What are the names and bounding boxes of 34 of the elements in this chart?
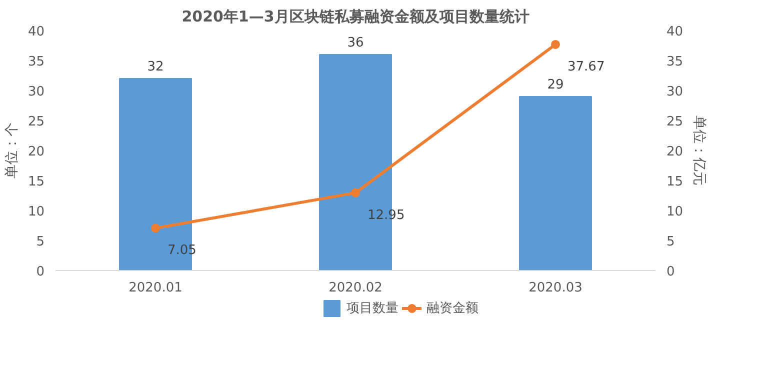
data-label: 36 <box>347 36 364 50</box>
y2-tick-label: 10 <box>666 204 684 220</box>
y2-tick-label: 20 <box>666 144 684 160</box>
chart-title: 2020年1—3月区块链私募融资金额及项目数量统计 <box>182 8 530 26</box>
y-tick-label: 10 <box>28 204 45 220</box>
y2-tick-label: 35 <box>666 54 684 70</box>
y2-tick-label: 15 <box>666 174 684 190</box>
bar <box>519 96 592 270</box>
x-tick-label: 2020.03 <box>528 280 582 296</box>
point <box>151 224 160 233</box>
y2-tick-label: 5 <box>666 234 675 250</box>
point <box>551 40 560 49</box>
y-tick-label: 5 <box>36 234 45 250</box>
y2-tick-label: 40 <box>666 24 684 40</box>
legend-label: 融资金额 <box>426 300 478 317</box>
y-tick-label: 20 <box>28 144 45 160</box>
y2-tick-label: 0 <box>666 264 675 280</box>
y2-tick-label: 30 <box>666 84 684 100</box>
y2-tick-label: 25 <box>666 114 684 130</box>
y-tick-label: 25 <box>28 114 45 130</box>
y-tick-label: 40 <box>28 24 45 40</box>
y-tick-label: 15 <box>28 174 45 190</box>
legend-label: 项目数量 <box>346 300 398 317</box>
data-label: 29 <box>547 78 564 92</box>
y-tick-label: 35 <box>28 54 45 70</box>
data-label: 37.67 <box>568 59 605 74</box>
y-axis-title: 单位：个 <box>4 122 20 178</box>
point <box>351 188 360 198</box>
y2-axis-title: 单位：亿元 <box>691 116 708 186</box>
x-tick-label: 2020.02 <box>328 280 382 296</box>
x-tick-label: 2020.01 <box>128 280 182 296</box>
y-tick-label: 30 <box>28 84 45 100</box>
y-tick-label: 0 <box>36 264 45 280</box>
data-label: 32 <box>147 60 164 74</box>
